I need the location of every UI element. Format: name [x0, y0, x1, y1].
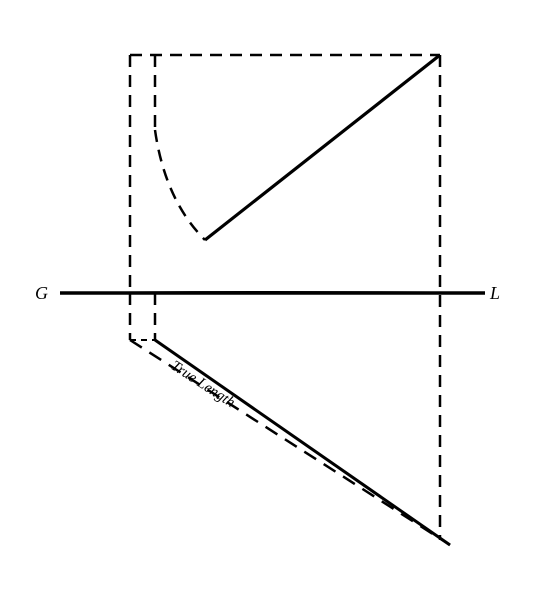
label-true-length: True Length [168, 358, 238, 411]
ground-line-rough [60, 292, 485, 293]
projection-diagram: G L True Length [0, 0, 549, 600]
label-l: L [489, 283, 500, 303]
solid-upper-diagonal [205, 55, 440, 240]
solid-lower-diagonal [155, 340, 450, 545]
dash-arc [155, 130, 205, 240]
label-g: G [35, 283, 48, 303]
